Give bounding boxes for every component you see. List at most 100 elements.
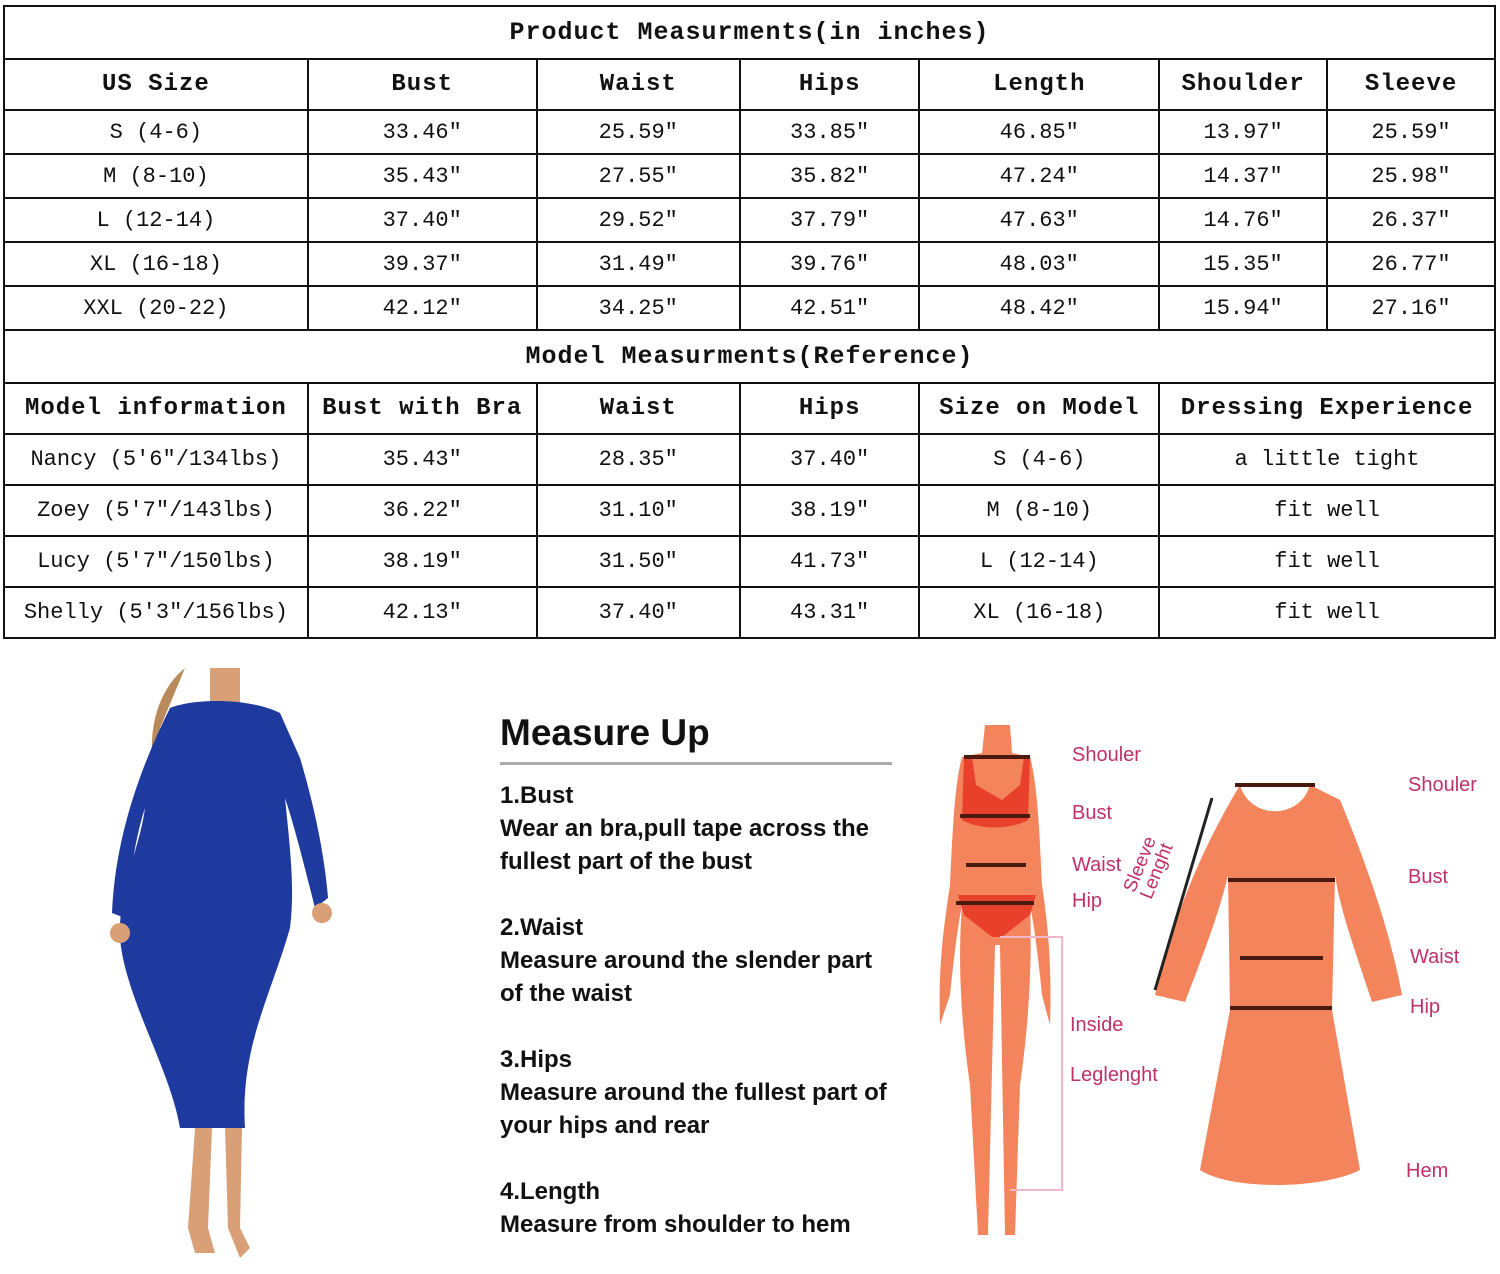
step-hips: 3.Hips Measure around the fullest part of… [500, 1043, 900, 1142]
table-cell: L (12-14) [918, 535, 1161, 588]
dress-label: Hip [1410, 996, 1441, 1018]
body-label: Hip [1072, 890, 1103, 912]
table-cell: 25.59″ [1326, 109, 1496, 155]
table-row: L (12-14) 37.40″ 29.52″ 37.79″ 47.63″ 14.76″ 2… [3, 197, 1496, 243]
column-header: Shoulder [1158, 58, 1329, 111]
table-cell: fit well [1158, 535, 1496, 588]
table-row: S (4-6) 33.46″ 25.59″ 33.85″ 46.85″ 13.97″ 25.… [3, 109, 1496, 155]
table-cell: 39.37″ [306, 241, 538, 287]
table-cell: 25.98″ [1326, 153, 1496, 199]
product-table-title: Product Measurments(in inches) [3, 5, 1496, 60]
table-cell: 33.46″ [306, 109, 538, 155]
table-cell: 38.19″ [306, 535, 538, 588]
table-cell: 27.16″ [1326, 285, 1496, 331]
model-table-title: Model Measurments(Reference) [3, 329, 1496, 384]
step-title: 3.Hips [500, 1046, 573, 1073]
table-cell: 35.43″ [306, 153, 538, 199]
step-text: Wear an bra,pull tape across the fullest… [500, 815, 870, 875]
step-text: Measure around the fullest part of your … [500, 1079, 887, 1139]
table-cell: M (8-10) [918, 484, 1161, 537]
table-cell: 42.12″ [306, 285, 538, 331]
table-cell: 25.59″ [535, 109, 741, 155]
step-text: Measure around the slender part of the w… [500, 947, 873, 1007]
column-header: Sleeve [1326, 58, 1496, 111]
table-row: M (8-10) 35.43″ 27.55″ 35.82″ 47.24″ 14.37″ 25… [3, 153, 1496, 199]
header-row: Model information Bust with Bra Waist Hips S… [3, 382, 1496, 435]
table-cell: 37.40″ [535, 586, 741, 639]
table-cell: 28.35″ [535, 433, 741, 486]
dress-label: Shouler [1408, 774, 1477, 796]
table-cell: S (4-6) [918, 433, 1161, 486]
dress-label: Bust [1408, 866, 1449, 888]
measure-up-section: Measure Up 1.Bust Wear an bra,pull tape a… [500, 712, 900, 1274]
table-cell: 35.82″ [738, 153, 921, 199]
table-cell: 14.76″ [1158, 197, 1329, 243]
table-cell: 35.43″ [306, 433, 538, 486]
column-header: Dressing Experience [1158, 382, 1496, 435]
table-cell: 31.50″ [535, 535, 741, 588]
table-cell: a little tight [1158, 433, 1496, 486]
header-row: US Size Bust Waist Hips Length Shoulder Sleeve [3, 58, 1496, 111]
table-cell: 42.13″ [306, 586, 538, 639]
step-waist: 2.Waist Measure around the slender part o… [500, 911, 900, 1010]
table-cell: L (12-14) [3, 197, 309, 243]
table-cell: fit well [1158, 586, 1496, 639]
body-label: Bust [1072, 802, 1113, 824]
body-label: Waist [1072, 854, 1122, 876]
table-cell: 15.35″ [1158, 241, 1329, 287]
product-table-title-row: Product Measurments(in inches) [3, 5, 1496, 60]
table-cell: 43.31″ [738, 586, 921, 639]
table-cell: 31.49″ [535, 241, 741, 287]
body-label: Inside [1070, 1014, 1124, 1036]
table-cell: Shelly (5'3″/156lbs) [3, 586, 309, 639]
dress-figure [1153, 783, 1402, 1185]
column-header: Waist [535, 382, 741, 435]
table-cell: 14.37″ [1158, 153, 1329, 199]
table-cell: XXL (20-22) [3, 285, 309, 331]
dress-label: Hem [1406, 1160, 1449, 1182]
size-chart-table: Product Measurments(in inches) US Size Bus… [3, 5, 1496, 639]
table-cell: M (8-10) [3, 153, 309, 199]
table-cell: 15.94″ [1158, 285, 1329, 331]
column-header: US Size [3, 58, 309, 111]
table-cell: 27.55″ [535, 153, 741, 199]
model-table-title-row: Model Measurments(Reference) [3, 329, 1496, 384]
step-title: 4.Length [500, 1178, 600, 1205]
table-row: Shelly (5'3″/156lbs) 42.13″ 37.40″ 43.31″ XL… [3, 586, 1496, 639]
table-cell: 48.03″ [918, 241, 1161, 287]
table-cell: Nancy (5'6″/134lbs) [3, 433, 309, 486]
table-cell: XL (16-18) [3, 241, 309, 287]
table-cell: 13.97″ [1158, 109, 1329, 155]
table-cell: 42.51″ [738, 285, 921, 331]
column-header: Length [918, 58, 1161, 111]
step-bust: 1.Bust Wear an bra,pull tape across the f… [500, 779, 900, 878]
table-cell: 37.40″ [306, 197, 538, 243]
column-header: Hips [738, 382, 921, 435]
column-header: Waist [535, 58, 741, 111]
table-cell: 38.19″ [738, 484, 921, 537]
table-cell: 41.73″ [738, 535, 921, 588]
table-cell: 39.76″ [738, 241, 921, 287]
table-cell: 47.63″ [918, 197, 1161, 243]
table-cell: 36.22″ [306, 484, 538, 537]
table-row: Lucy (5'7″/150lbs) 38.19″ 31.50″ 41.73″ L (1… [3, 535, 1496, 588]
table-cell: 26.37″ [1326, 197, 1496, 243]
measure-up-title: Measure Up [500, 712, 710, 753]
table-cell: 29.52″ [535, 197, 741, 243]
table-cell: fit well [1158, 484, 1496, 537]
table-cell: 31.10″ [535, 484, 741, 537]
column-header: Bust with Bra [306, 382, 538, 435]
table-cell: 46.85″ [918, 109, 1161, 155]
table-cell: Zoey (5'7″/143lbs) [3, 484, 309, 537]
table-cell: 26.77″ [1326, 241, 1496, 287]
body-label: Shouler [1072, 744, 1141, 766]
table-cell: 33.85″ [738, 109, 921, 155]
table-cell: 34.25″ [535, 285, 741, 331]
table-cell: 47.24″ [918, 153, 1161, 199]
column-header: Size on Model [918, 382, 1161, 435]
body-label: Leglenght [1070, 1064, 1158, 1086]
table-row: XL (16-18) 39.37″ 31.49″ 39.76″ 48.03″ 15.35″… [3, 241, 1496, 287]
table-cell: S (4-6) [3, 109, 309, 155]
step-text: Measure from shoulder to hem [500, 1211, 851, 1238]
table-row: XXL (20-22) 42.12″ 34.25″ 42.51″ 48.42″ 15.94… [3, 285, 1496, 331]
